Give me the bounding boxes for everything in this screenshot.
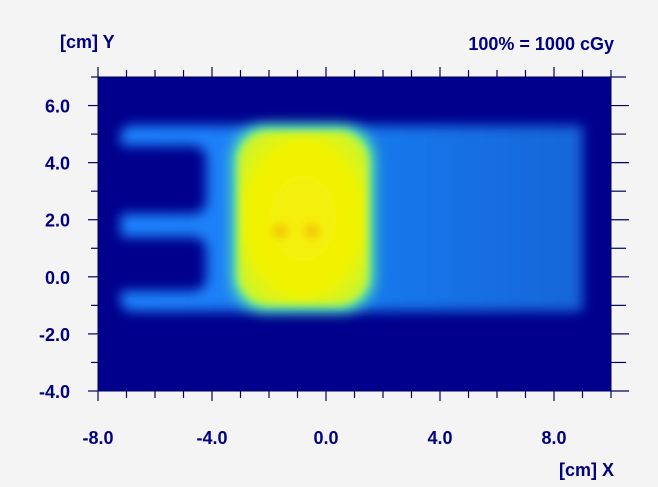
- y-tick-label: 2.0: [45, 211, 70, 231]
- axis-ticks: [88, 67, 629, 401]
- dose-distribution: [120, 125, 583, 312]
- high-dose-field: [237, 131, 369, 306]
- y-tick-label: -4.0: [39, 382, 70, 402]
- y-tick-label: 6.0: [45, 97, 70, 117]
- y-tick-label: -2.0: [39, 325, 70, 345]
- x-tick-label: -4.0: [196, 428, 227, 448]
- dose-normalization-label: 100% = 1000 cGy: [468, 34, 614, 54]
- y-tick-label: 0.0: [45, 268, 70, 288]
- x-tick-label: -8.0: [82, 428, 113, 448]
- axis-tick-labels: -8.0 -4.0 0.0 4.0 8.0 6.0 4.0 2.0 0.0 -2.0 -4.0: [39, 97, 567, 448]
- dose-hotspot: [303, 223, 320, 240]
- y-axis-label: [cm] Y: [60, 32, 115, 52]
- x-tick-label: 4.0: [427, 428, 452, 448]
- x-axis-label: [cm] X: [559, 460, 614, 480]
- y-tick-label: 4.0: [45, 154, 70, 174]
- x-tick-label: 8.0: [541, 428, 566, 448]
- dose-hotspot: [272, 223, 289, 240]
- x-tick-label: 0.0: [313, 428, 338, 448]
